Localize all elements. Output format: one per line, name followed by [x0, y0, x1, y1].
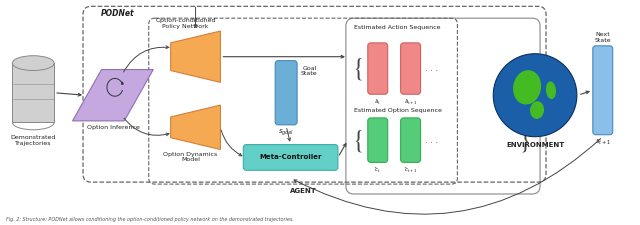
Text: Option-conditioned
Policy Network: Option-conditioned Policy Network — [156, 18, 216, 29]
Ellipse shape — [12, 56, 54, 70]
Ellipse shape — [513, 70, 541, 104]
Text: Next
State: Next State — [595, 32, 611, 43]
Text: Option Inference: Option Inference — [86, 125, 140, 130]
Polygon shape — [171, 105, 220, 150]
Text: Demonstrated
Trajectories: Demonstrated Trajectories — [11, 135, 56, 146]
FancyBboxPatch shape — [368, 43, 388, 94]
FancyBboxPatch shape — [275, 61, 297, 125]
Polygon shape — [171, 31, 220, 82]
FancyBboxPatch shape — [401, 118, 420, 162]
FancyBboxPatch shape — [593, 46, 612, 135]
Text: $s_{goal}$: $s_{goal}$ — [278, 128, 294, 138]
Ellipse shape — [530, 101, 544, 119]
Text: {: { — [353, 56, 365, 81]
Text: Estimated Option Sequence: Estimated Option Sequence — [354, 108, 442, 113]
Text: }: } — [519, 128, 531, 152]
Text: Fig. 2: Structure: PODNet allows conditioning the option-conditioned policy netw: Fig. 2: Structure: PODNet allows conditi… — [6, 217, 294, 222]
Text: $\hat{c}_{t+1}$: $\hat{c}_{t+1}$ — [404, 165, 417, 175]
FancyBboxPatch shape — [243, 145, 338, 170]
Text: $\hat{a}_{t+1}$: $\hat{a}_{t+1}$ — [404, 97, 417, 107]
Text: $s_{t+1}$: $s_{t+1}$ — [595, 138, 611, 147]
Text: Meta-Controller: Meta-Controller — [259, 154, 322, 160]
Polygon shape — [12, 63, 54, 122]
Text: Option Dynamics
Model: Option Dynamics Model — [163, 151, 218, 162]
Polygon shape — [72, 70, 154, 121]
Text: . . .: . . . — [424, 64, 438, 73]
Text: {: { — [353, 128, 365, 152]
Text: Estimated Action Sequence: Estimated Action Sequence — [354, 25, 440, 30]
Circle shape — [493, 54, 577, 137]
Text: . . .: . . . — [424, 136, 438, 145]
Text: ENVIRONMENT: ENVIRONMENT — [506, 142, 564, 148]
Ellipse shape — [546, 81, 556, 99]
Text: }: } — [519, 56, 531, 81]
FancyBboxPatch shape — [346, 18, 540, 194]
Text: PODNet: PODNet — [101, 9, 134, 18]
Text: AGENT: AGENT — [290, 188, 316, 194]
Text: Goal
State: Goal State — [301, 65, 317, 76]
Text: $\hat{c}_t$: $\hat{c}_t$ — [374, 165, 381, 175]
FancyBboxPatch shape — [401, 43, 420, 94]
Text: $\hat{a}_t$: $\hat{a}_t$ — [374, 97, 381, 107]
FancyBboxPatch shape — [368, 118, 388, 162]
